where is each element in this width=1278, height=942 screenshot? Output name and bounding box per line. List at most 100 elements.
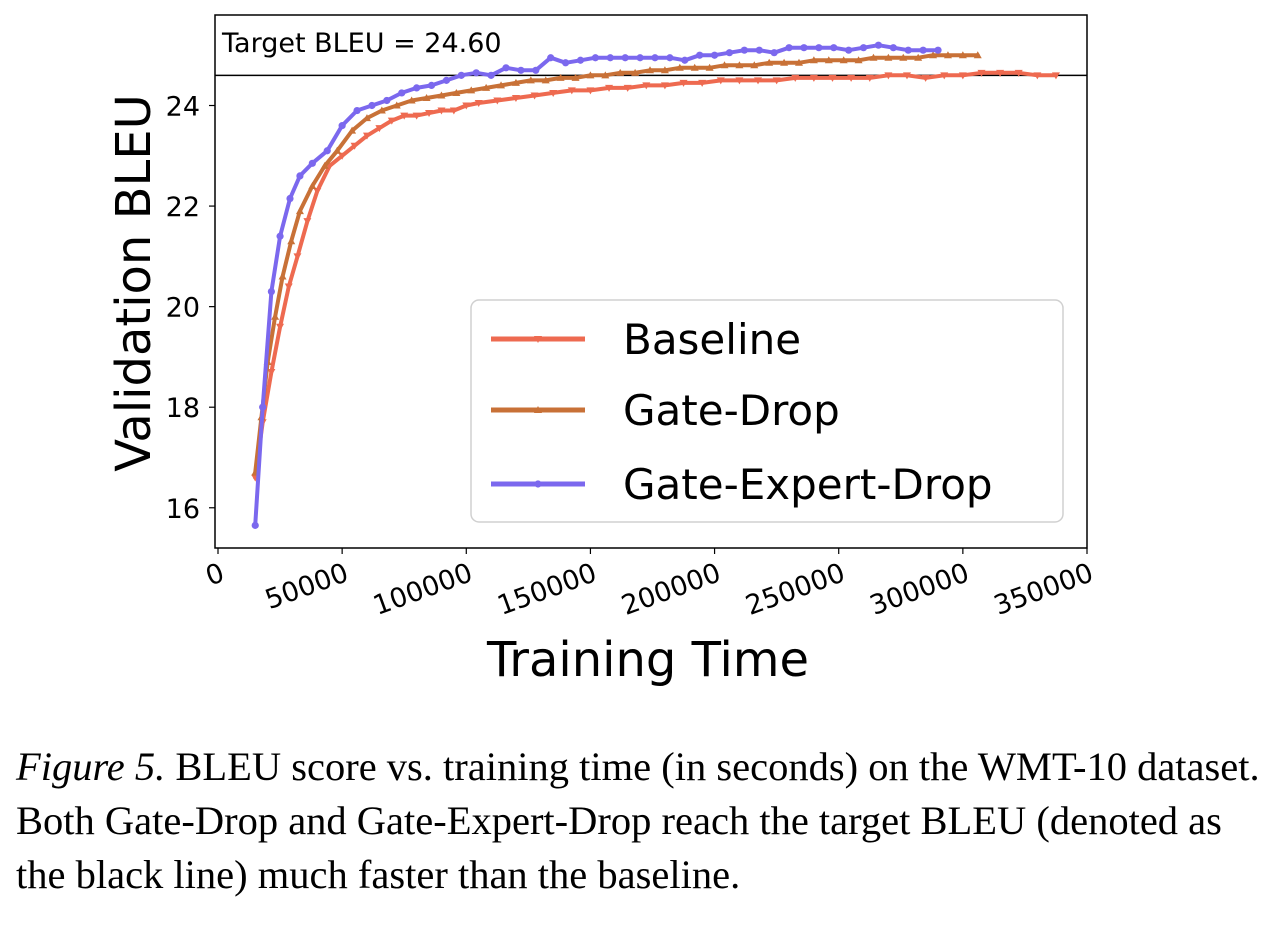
- data-point: [636, 54, 644, 62]
- data-point: [716, 77, 725, 85]
- data-point: [845, 46, 853, 54]
- data-point: [293, 253, 302, 261]
- data-point: [517, 66, 525, 74]
- data-point: [353, 106, 361, 115]
- series-baseline: [251, 69, 1060, 482]
- data-point: [562, 59, 570, 67]
- data-point: [259, 403, 267, 411]
- data-point: [472, 69, 480, 77]
- data-point: [425, 110, 434, 118]
- data-point: [824, 56, 833, 64]
- x-axis-label: Training Time: [486, 632, 809, 688]
- data-point: [576, 56, 585, 64]
- x-tick-label: 200000: [618, 557, 725, 621]
- data-point: [839, 56, 848, 64]
- data-point: [666, 54, 674, 62]
- data-point: [800, 44, 808, 52]
- data-point: [368, 101, 376, 110]
- data-point: [462, 102, 471, 110]
- data-point: [452, 88, 461, 96]
- data-point: [571, 73, 580, 81]
- data-point: [902, 72, 911, 80]
- legend-box: [470, 299, 1064, 523]
- legend-label: Gate-Drop: [623, 386, 840, 435]
- x-tick-label: 50000: [261, 557, 352, 616]
- data-point: [973, 51, 982, 59]
- data-point: [705, 63, 714, 71]
- data-point: [765, 58, 774, 66]
- legend-label: Baseline: [623, 315, 801, 364]
- data-point: [276, 232, 284, 240]
- data-point: [889, 44, 897, 52]
- data-point: [526, 76, 535, 84]
- data-point: [502, 64, 510, 72]
- data-point: [1014, 69, 1023, 77]
- data-point: [413, 84, 421, 92]
- data-point: [284, 283, 293, 291]
- data-point: [660, 82, 669, 90]
- data-point: [725, 49, 734, 57]
- data-point: [830, 44, 838, 52]
- data-point: [320, 161, 329, 169]
- data-point: [296, 172, 304, 180]
- series-line: [253, 70, 1058, 480]
- series-gate-expert-drop: [251, 41, 942, 529]
- legend-marker: [534, 480, 542, 488]
- data-point: [348, 126, 357, 134]
- legend-marker: [534, 406, 542, 413]
- data-point: [780, 58, 789, 66]
- data-point: [287, 237, 296, 245]
- data-point: [791, 74, 800, 82]
- data-point: [375, 125, 384, 133]
- data-point: [621, 54, 629, 62]
- x-tick-label: 100000: [369, 557, 476, 621]
- legend-entry: Gate-Expert-Drop: [491, 460, 993, 509]
- data-point: [785, 44, 793, 52]
- data-point: [958, 51, 967, 59]
- plot-frame: [214, 14, 1088, 549]
- data-point: [412, 112, 421, 120]
- data-point: [362, 114, 371, 122]
- data-point: [601, 71, 610, 79]
- data-point: [977, 69, 986, 77]
- data-point: [710, 51, 719, 59]
- data-point: [437, 107, 446, 115]
- data-point: [884, 53, 893, 61]
- data-point: [333, 146, 342, 154]
- data-point: [750, 61, 759, 69]
- series-layer: [251, 41, 1060, 529]
- data-point: [427, 81, 436, 89]
- data-point: [398, 89, 406, 97]
- data-point: [442, 76, 451, 84]
- data-point: [286, 194, 294, 203]
- caption-label: Figure 5.: [16, 744, 166, 789]
- data-point: [437, 91, 446, 99]
- data-point: [323, 147, 331, 155]
- y-tick-label: 16: [166, 494, 200, 525]
- y-tick-label: 24: [166, 92, 200, 123]
- data-point: [690, 63, 699, 71]
- data-point: [457, 71, 465, 79]
- x-tick-label: 250000: [742, 557, 849, 621]
- legend: Baseline Gate-Drop Gate-Expert-Drop: [470, 299, 1064, 523]
- data-point: [815, 44, 823, 52]
- data-point: [698, 79, 707, 87]
- data-point: [267, 287, 275, 296]
- data-point: [511, 78, 520, 86]
- data-point: [847, 74, 856, 82]
- y-axis-ticks: 16 18 20 22 24: [166, 92, 215, 525]
- data-point: [770, 49, 778, 57]
- data-point: [631, 68, 640, 76]
- data-point: [267, 369, 276, 377]
- data-point: [772, 77, 781, 85]
- data-point: [679, 79, 688, 87]
- data-point: [338, 122, 346, 130]
- data-point: [493, 97, 502, 105]
- data-point: [271, 312, 280, 320]
- data-point: [696, 51, 704, 59]
- data-point: [308, 181, 317, 189]
- data-point: [541, 76, 550, 84]
- data-point: [996, 69, 1005, 77]
- legend-entry: Baseline: [491, 315, 801, 364]
- y-axis-label: Validation BLEU: [106, 94, 162, 471]
